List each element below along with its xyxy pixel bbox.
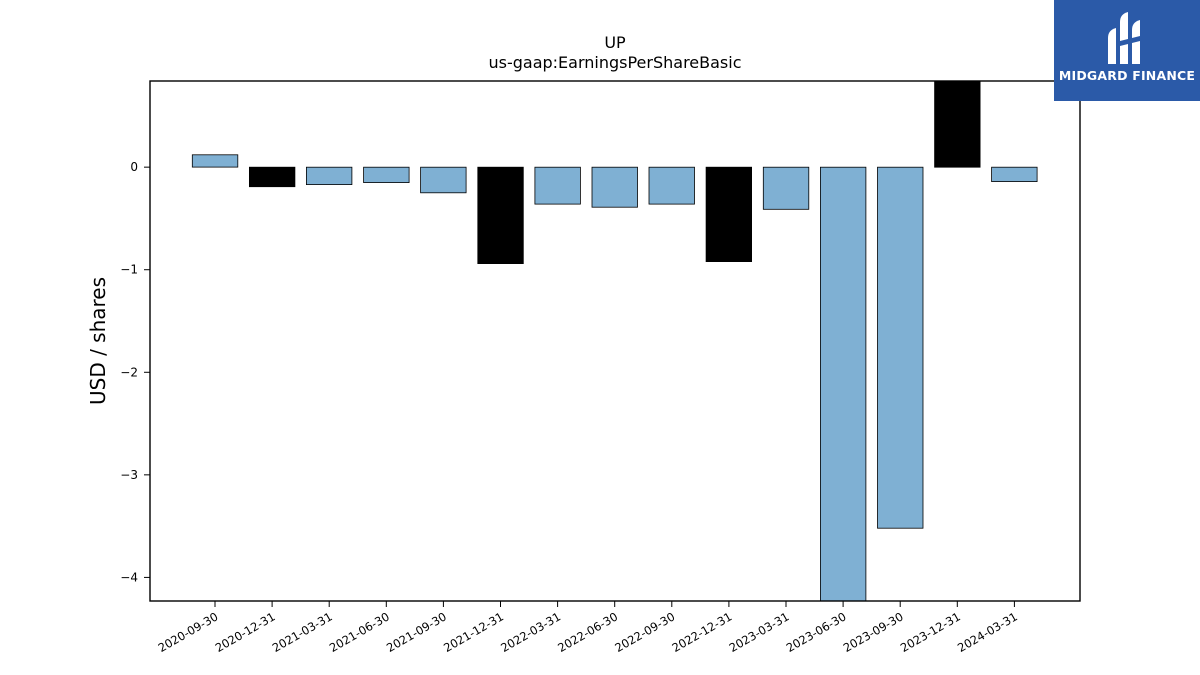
x-tick-label: 2022-03-31: [498, 609, 563, 655]
x-tick-label: 2022-06-30: [555, 609, 620, 655]
bar-2021-06-30: [363, 166, 410, 183]
x-tick-label: 2024-03-31: [955, 609, 1020, 655]
bar-2022-09-30: [648, 166, 695, 205]
x-tick-label: 2020-09-30: [156, 609, 221, 655]
chart-title: UP: [604, 33, 626, 52]
logo-text: MIDGARD FINANCE: [1058, 68, 1196, 83]
x-tick-label: 2023-09-30: [841, 609, 906, 655]
y-tick-label: −4: [120, 570, 138, 584]
x-tick-label: 2021-06-30: [327, 609, 392, 655]
bar-2022-12-31: [705, 166, 752, 262]
y-tick-label: −3: [120, 468, 138, 482]
x-tick-label: 2021-12-31: [441, 609, 506, 655]
y-axis-label: USD / shares: [86, 277, 110, 405]
bar-2024-03-31: [991, 166, 1038, 182]
bar-2023-12-31: [934, 80, 981, 168]
bar-2022-03-31: [534, 166, 581, 205]
plot-frame: [149, 80, 1081, 602]
midgard-logo-mark-icon: [1108, 12, 1140, 64]
y-tick-label: −2: [120, 365, 138, 379]
bar-2023-03-31: [762, 166, 810, 210]
x-tick-label: 2023-06-30: [784, 609, 849, 655]
chart-subtitle: us-gaap:EarningsPerShareBasic: [488, 53, 741, 72]
bar-2020-09-30: [191, 154, 239, 168]
y-tick-label: 0: [130, 160, 138, 174]
bar-2021-03-31: [305, 166, 353, 185]
x-tick-label: 2022-09-30: [612, 609, 677, 655]
bar-2023-06-30: [820, 166, 867, 602]
bar-2022-06-30: [591, 166, 638, 208]
midgard-finance-logo: MIDGARD FINANCE: [1054, 0, 1200, 101]
x-tick-label: 2023-12-31: [898, 609, 963, 655]
x-tick-label: 2022-12-31: [670, 609, 735, 655]
x-tick-label: 2021-03-31: [270, 609, 335, 655]
bar-2021-09-30: [420, 166, 467, 194]
x-tick-label: 2021-09-30: [384, 609, 449, 655]
y-tick-label: −1: [120, 263, 138, 277]
bar-2020-12-31: [248, 166, 296, 188]
bar-2021-12-31: [477, 166, 524, 264]
x-tick-label: 2020-12-31: [213, 609, 278, 655]
x-tick-label: 2023-03-31: [727, 609, 792, 655]
bar-2023-09-30: [877, 166, 924, 529]
